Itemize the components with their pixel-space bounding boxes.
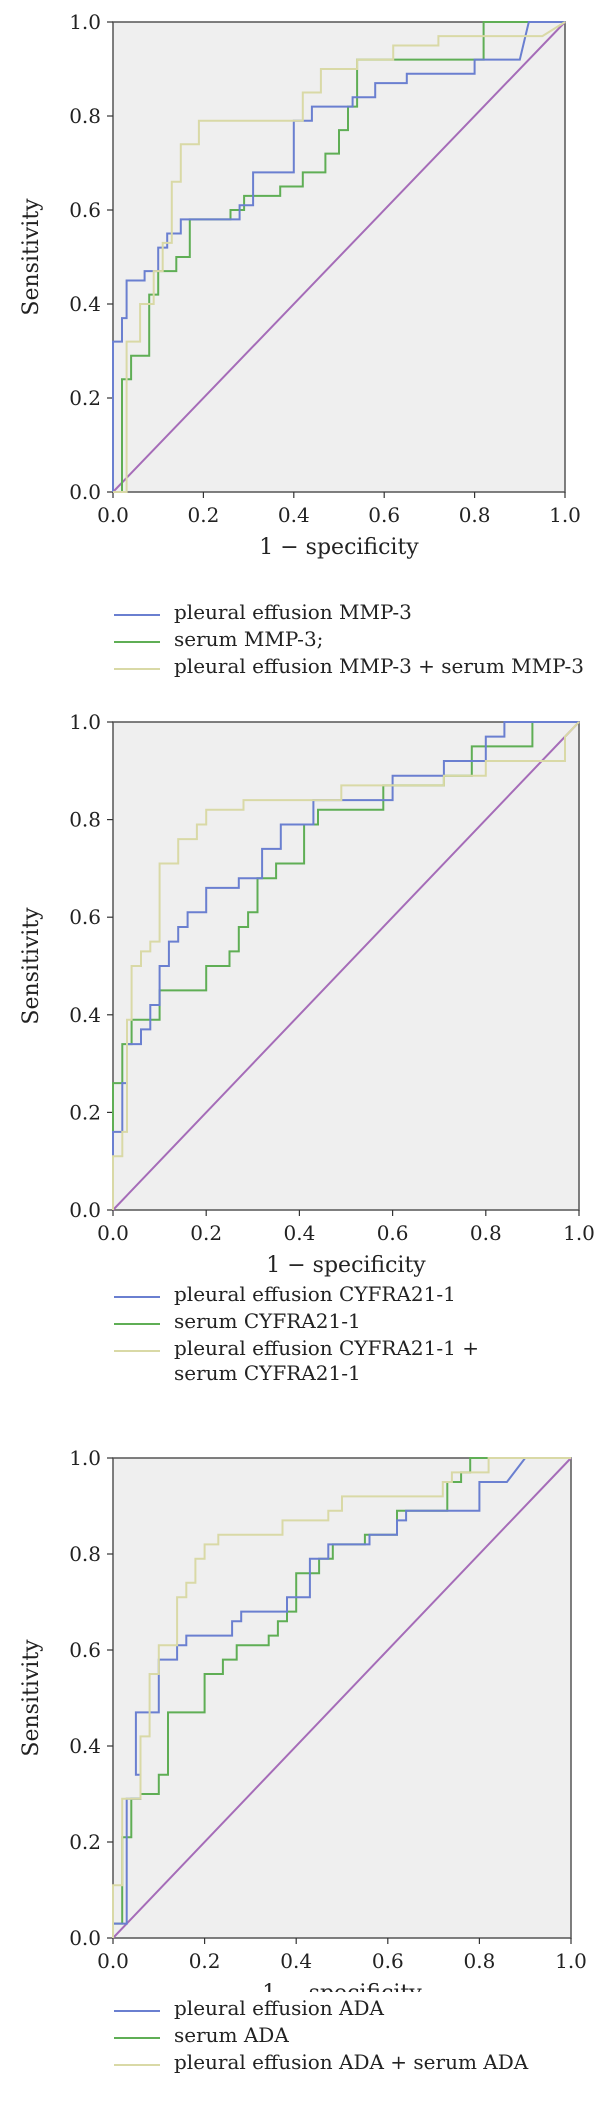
y-tick-label: 0.2 — [69, 1100, 101, 1124]
legend-swatch-yellow — [114, 1350, 160, 1352]
series-line-blue — [112, 1457, 571, 1938]
reference-diagonal-line — [112, 1457, 572, 1939]
x-tick-label: 0.6 — [368, 503, 400, 527]
y-tick-label: 0.6 — [69, 198, 101, 222]
x-tick-label: 0.6 — [377, 1221, 409, 1245]
y-tick-label: 0.4 — [69, 292, 101, 316]
y-tick-label: 0.2 — [69, 386, 101, 410]
roc-panel-mmp3: 0.0 0.2 0.4 0.6 0.8 1.0 0.0 0.2 0.4 0.6 0.8 1.0 1 − … — [0, 0, 600, 700]
x-tick-label: 0.8 — [463, 1949, 495, 1973]
roc-chart-ada: 0.0 0.2 0.4 0.6 0.8 1.0 0.0 0.2 0.4 0.6 0.8 1.0 1 − … — [19, 1446, 587, 1992]
reference-diagonal-line — [112, 721, 580, 1211]
series-line-yellow — [112, 1457, 571, 1938]
y-tick-label: 1.0 — [69, 710, 101, 734]
x-tick-label: 0.4 — [278, 503, 310, 527]
x-tick-label: 1.0 — [555, 1949, 587, 1973]
x-tick-label: 0.0 — [97, 503, 129, 527]
x-tick-label: 0.4 — [280, 1949, 312, 1973]
x-tick-label: 0.6 — [372, 1949, 404, 1973]
legend-label: serum CYFRA21-1 — [174, 1309, 361, 1333]
legend-label: serum MMP-3; — [174, 627, 324, 651]
y-axis-label: Sensitivity — [19, 907, 44, 1025]
y-tick-label: 0.8 — [69, 1542, 101, 1566]
x-axis-label: 1 − specificity — [262, 1981, 422, 1992]
legend-swatch-green — [114, 641, 160, 643]
y-axis-label: Sensitivity — [19, 198, 44, 316]
x-tick-label: 0.8 — [470, 1221, 502, 1245]
y-tick-label: 0.0 — [69, 1198, 101, 1222]
legend-swatch-blue — [114, 614, 160, 616]
y-tick-label: 0.2 — [69, 1830, 101, 1854]
legend-swatch-blue — [114, 1296, 160, 1298]
y-axis-label: Sensitivity — [19, 1639, 44, 1757]
series-line-blue — [112, 21, 565, 492]
y-tick-label: 0.8 — [69, 808, 101, 832]
legend-label: serum ADA — [174, 2023, 289, 2047]
y-tick-label: 0.8 — [69, 104, 101, 128]
roc-panel-ada: 0.0 0.2 0.4 0.6 0.8 1.0 0.0 0.2 0.4 0.6 0.8 1.0 1 − … — [0, 1412, 600, 2108]
y-tick-label: 1.0 — [69, 10, 101, 34]
legend-swatch-green — [114, 2037, 160, 2039]
legend-label: pleural effusion CYFRA21-1 + serum CYFRA… — [174, 1336, 479, 1385]
legend-swatch-green — [114, 1323, 160, 1325]
series-line-green — [113, 21, 565, 493]
x-tick-label: 0.2 — [189, 1949, 221, 1973]
legend-label: pleural effusion ADA + serum ADA — [174, 2050, 529, 2074]
legend-label: pleural effusion MMP-3 + serum MMP-3 — [174, 654, 584, 678]
legend-swatch-yellow — [114, 668, 160, 670]
y-tick-label: 0.4 — [69, 1003, 101, 1027]
legend-label: pleural effusion MMP-3 — [174, 600, 412, 624]
x-tick-label: 0.4 — [283, 1221, 315, 1245]
x-tick-label: 1.0 — [549, 503, 581, 527]
x-tick-label: 0.2 — [187, 503, 219, 527]
legend-label: pleural effusion CYFRA21-1 — [174, 1282, 456, 1306]
legend-swatch-yellow — [114, 2064, 160, 2066]
reference-diagonal-line — [112, 21, 566, 493]
y-tick-label: 0.0 — [69, 480, 101, 504]
roc-panel-cyfra: 0.0 0.2 0.4 0.6 0.8 1.0 0.0 0.2 0.4 0.6 0.8 1.0 1 − … — [0, 698, 600, 1416]
y-tick-label: 0.6 — [69, 905, 101, 929]
series-line-yellow — [113, 21, 566, 493]
legend-label: pleural effusion ADA — [174, 1996, 384, 2020]
x-tick-label: 0.8 — [459, 503, 491, 527]
y-tick-label: 1.0 — [69, 1446, 101, 1470]
x-tick-label: 1.0 — [563, 1221, 595, 1245]
x-tick-label: 0.2 — [190, 1221, 222, 1245]
roc-chart-cyfra: 0.0 0.2 0.4 0.6 0.8 1.0 0.0 0.2 0.4 0.6 0.8 1.0 1 − … — [19, 710, 595, 1278]
y-tick-label: 0.4 — [69, 1734, 101, 1758]
roc-chart-mmp3: 0.0 0.2 0.4 0.6 0.8 1.0 0.0 0.2 0.4 0.6 0.8 1.0 1 − … — [19, 10, 581, 560]
x-tick-label: 0.0 — [97, 1949, 129, 1973]
x-axis-label: 1 − specificity — [266, 1253, 426, 1278]
y-tick-label: 0.6 — [69, 1638, 101, 1662]
series-line-blue — [112, 721, 579, 1210]
x-tick-label: 0.0 — [97, 1221, 129, 1245]
legend-swatch-blue — [114, 2010, 160, 2012]
y-tick-label: 0.0 — [69, 1926, 101, 1950]
series-line-yellow — [112, 721, 580, 1210]
x-axis-label: 1 − specificity — [259, 535, 419, 560]
